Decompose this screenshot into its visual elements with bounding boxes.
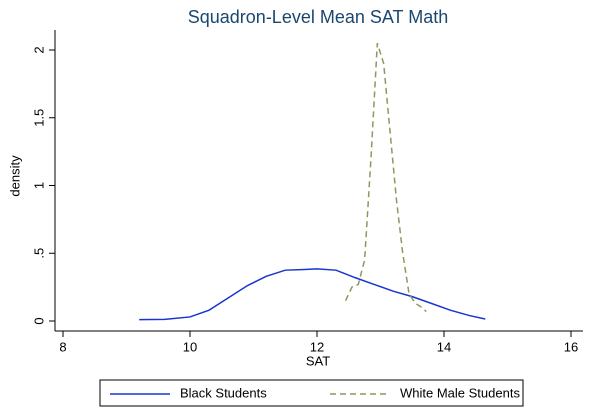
data-line [139,268,486,321]
y-tick-label: 2 [31,46,46,53]
x-tick-label: 12 [310,339,324,354]
y-tick-label: .5 [31,248,46,259]
x-axis-label: SAT [306,353,330,368]
x-tick-label: 8 [59,339,66,354]
legend-label: Black Students [180,385,267,400]
y-axis-label: density [7,155,22,197]
x-tick-label: 14 [437,339,451,354]
x-tick-label: 16 [564,339,578,354]
x-tick-label: 10 [183,339,197,354]
chart-title: Squadron-Level Mean SAT Math [188,7,448,27]
legend-box [99,379,524,407]
y-tick-label: 1 [31,182,46,189]
legend-label: White Male Students [400,385,520,400]
y-tick-label: 0 [31,317,46,324]
y-tick-label: 1.5 [31,109,46,127]
data-line [344,43,427,313]
